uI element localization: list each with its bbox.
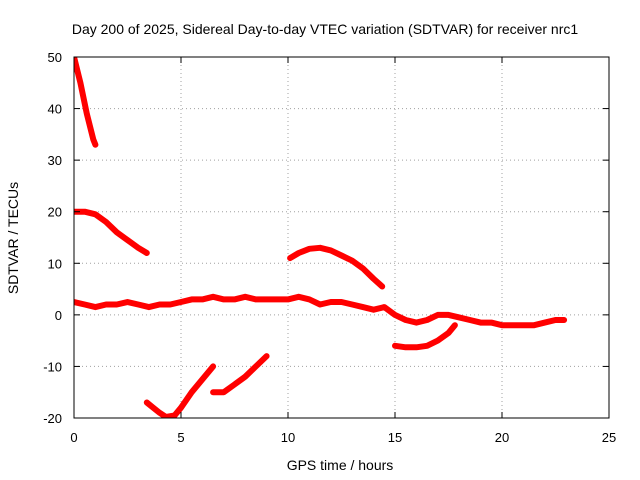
x-tick-label: 25 bbox=[602, 430, 616, 445]
series-line-track-1 bbox=[74, 57, 99, 148]
series-line-track-5 bbox=[392, 322, 458, 351]
y-tick-label: 20 bbox=[48, 205, 62, 220]
grid bbox=[74, 57, 609, 418]
y-tick-label: -10 bbox=[43, 359, 62, 374]
y-tick-label: 50 bbox=[48, 50, 62, 65]
series-group bbox=[74, 57, 568, 418]
x-tick-label: 15 bbox=[388, 430, 402, 445]
y-axis-title: SDTVAR / TECUs bbox=[5, 182, 21, 294]
series-line-track-7 bbox=[210, 353, 270, 396]
series-line-track-2 bbox=[74, 208, 150, 256]
chart-title: Day 200 of 2025, Sidereal Day-to-day VTE… bbox=[72, 21, 578, 37]
y-tick-label: 10 bbox=[48, 256, 62, 271]
y-tick-label: -20 bbox=[43, 411, 62, 426]
ticks: 0 5 10 15 20 25 -20 -10 0 10 20 30 40 50 bbox=[43, 50, 616, 445]
y-tick-label: 30 bbox=[48, 153, 62, 168]
series-line-track-4 bbox=[287, 244, 386, 290]
x-axis-title: GPS time / hours bbox=[287, 457, 394, 473]
y-tick-label: 0 bbox=[55, 308, 62, 323]
y-tick-label: 40 bbox=[48, 102, 62, 117]
x-tick-label: 0 bbox=[70, 430, 77, 445]
x-tick-label: 20 bbox=[495, 430, 509, 445]
x-tick-label: 10 bbox=[281, 430, 295, 445]
series-line-track-3 bbox=[74, 293, 568, 329]
plot-frame bbox=[73, 56, 610, 419]
x-tick-label: 5 bbox=[177, 430, 184, 445]
series-line-track-6 bbox=[143, 363, 217, 418]
